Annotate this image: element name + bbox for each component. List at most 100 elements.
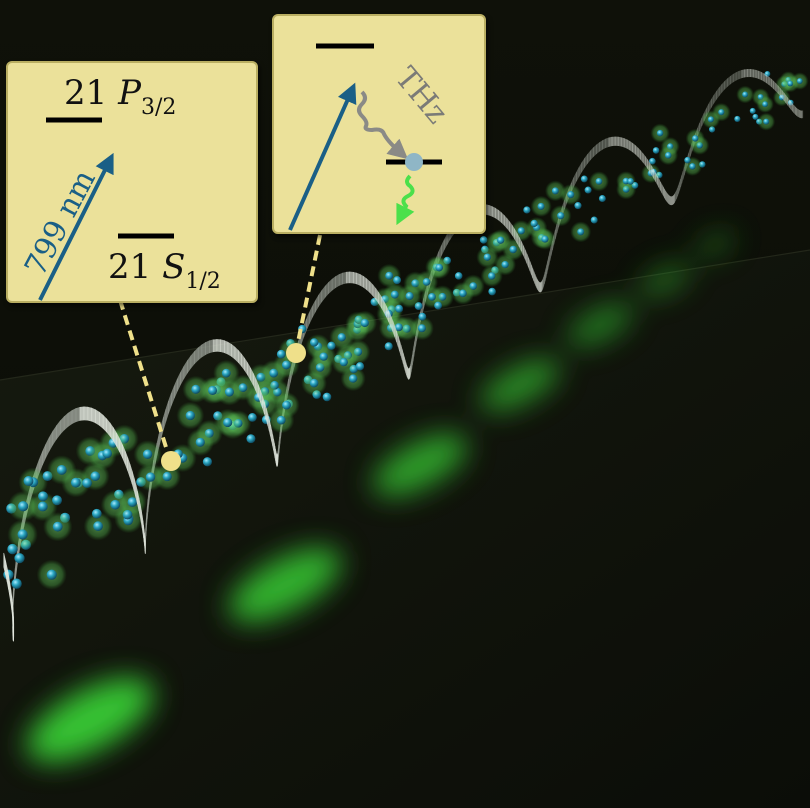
ribbon-segment (675, 190, 677, 201)
ribbon-segment (678, 182, 680, 194)
ribbon-segment (661, 184, 664, 196)
ribbon-segment (750, 68, 754, 78)
ribbon-segment (676, 188, 678, 199)
ribbon-segment (352, 271, 358, 285)
glow-spot (639, 263, 691, 297)
atom (459, 289, 467, 298)
atom (405, 292, 414, 301)
atom (224, 387, 234, 397)
atom (310, 338, 319, 347)
ribbon-segment (599, 139, 604, 152)
ribbon-segment (611, 136, 616, 147)
atom (145, 472, 156, 482)
atom (487, 272, 496, 280)
atom (17, 529, 28, 540)
atom (110, 499, 121, 510)
ribbon-segment (668, 195, 671, 206)
ribbon-segment (488, 204, 493, 217)
atom (595, 177, 603, 185)
atom (684, 156, 691, 164)
atom (752, 113, 759, 120)
upper-level-label: 21 P3/2 (64, 73, 176, 120)
ribbon-segment (608, 136, 613, 147)
connector-left-dot (161, 451, 181, 471)
ribbon-segment (672, 194, 675, 205)
atom (395, 304, 404, 313)
atom (707, 116, 714, 123)
ribbon-segment (335, 274, 340, 289)
ribbon-segment (649, 162, 653, 176)
connector-right-dot (286, 343, 306, 363)
atom (11, 578, 22, 589)
atom (652, 147, 660, 154)
ribbon-segment (673, 193, 675, 205)
atom (390, 290, 399, 299)
atom (584, 186, 592, 194)
atom (276, 349, 286, 359)
ribbon-segment (220, 339, 225, 354)
inset-box-right (272, 14, 486, 234)
ribbon-segment (95, 409, 100, 426)
atom (355, 362, 365, 371)
ribbon-segment (798, 109, 801, 119)
ribbon-segment (576, 167, 580, 182)
ribbon-segment (755, 69, 760, 80)
atom (319, 352, 328, 361)
ribbon-segment (209, 339, 214, 354)
ribbon-segment (495, 207, 499, 221)
ribbon-segment (744, 68, 748, 78)
ribbon-segment (735, 70, 740, 81)
ribbon-front (3, 68, 804, 642)
connector-right (286, 234, 322, 363)
ribbon-segment (747, 68, 751, 78)
ribbon-segment (614, 136, 619, 146)
atom (191, 384, 201, 394)
ribbon-segment (655, 172, 658, 185)
level-diagram-right: THz (272, 14, 486, 234)
connector-left (118, 299, 181, 471)
atom (580, 175, 588, 183)
atom (574, 202, 582, 210)
atom (762, 101, 769, 108)
ribbon-segment (761, 71, 765, 82)
ribbon-segment (716, 86, 720, 101)
ribbon-segment (623, 138, 628, 149)
ribbon-segment (491, 206, 496, 219)
atom (656, 129, 664, 137)
atom (142, 449, 153, 459)
ribbon-segment (741, 69, 746, 79)
excitation-arrow-right (288, 82, 357, 231)
atom (385, 271, 394, 280)
fluorescence-arrow (396, 174, 415, 226)
atom (337, 333, 346, 342)
ribbon-segment (773, 80, 777, 92)
atom (162, 471, 172, 482)
ribbon-segment (787, 96, 790, 109)
ribbon-segment (99, 411, 104, 429)
ribbon-segment (721, 80, 725, 93)
atom (276, 415, 286, 425)
ribbon-segment (578, 161, 583, 178)
atom (82, 478, 92, 488)
ribbon-segment (201, 341, 206, 358)
atom (348, 374, 358, 383)
atom (221, 368, 231, 378)
atom (393, 276, 402, 285)
atom (93, 521, 103, 531)
ribbon-segment (647, 158, 651, 173)
glow-spot (372, 433, 468, 497)
atom (90, 471, 101, 482)
ribbon-segment (699, 117, 703, 131)
ribbon-segment (645, 155, 648, 170)
ribbon-segment (800, 110, 802, 119)
ribbon-segment (671, 195, 674, 206)
ribbon-segment (83, 406, 89, 421)
ribbon-segment (674, 191, 676, 204)
atom (787, 99, 794, 106)
ribbon-segment (331, 276, 336, 291)
atom (577, 228, 585, 236)
ribbon-segment (738, 69, 743, 80)
glow-spot (695, 231, 735, 259)
ribbon-segment (216, 339, 221, 353)
ribbon-segment (617, 136, 622, 147)
